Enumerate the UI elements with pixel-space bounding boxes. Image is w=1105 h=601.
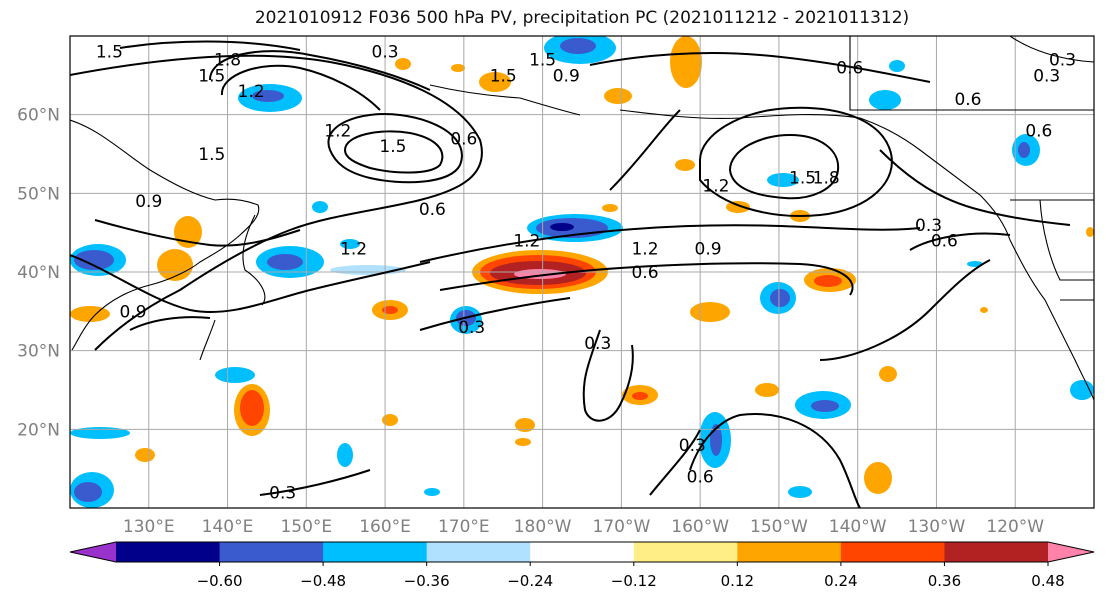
- contour-label: 0.6: [931, 232, 958, 252]
- colorbar-tick-label: −0.24: [507, 572, 553, 590]
- colorbar-segment: [116, 542, 221, 562]
- longitude-tick-labels: 130°E 140°E 150°E 160°E 170°E 180°W 170°W 160°W…: [123, 517, 1044, 537]
- colorbar-tick-label: 0.36: [928, 572, 961, 590]
- colorbar-extend-low: [70, 542, 116, 562]
- contour-label: 0.6: [1025, 121, 1052, 141]
- colorbar-tick-label: −0.36: [404, 572, 450, 590]
- contour-label: 0.9: [695, 239, 722, 259]
- colorbar-tick-label: 0.24: [824, 572, 857, 590]
- contour-label: 1.5: [198, 145, 225, 165]
- longitude-tick-label: 150°E: [280, 517, 332, 537]
- latitude-tick-label: 40°N: [17, 263, 60, 283]
- map-title: 2021010912 F036 500 hPa PV, precipitatio…: [254, 8, 910, 28]
- latitude-tick-labels: 60°N 50°N 40°N 30°N 20°N: [17, 106, 60, 441]
- longitude-tick-label: 180°W: [514, 517, 572, 537]
- colorbar-tick-label: 0.12: [721, 572, 754, 590]
- colorbar-tick-label: −0.12: [611, 572, 657, 590]
- colorbar-segment: [530, 542, 635, 562]
- latitude-tick-label: 20°N: [17, 420, 60, 440]
- colorbar-segment: [426, 542, 531, 562]
- longitude-tick-label: 120°W: [986, 517, 1044, 537]
- contour-label: 0.3: [372, 43, 399, 63]
- colorbar-segment: [737, 542, 842, 562]
- contour-label: 1.2: [513, 232, 540, 252]
- longitude-tick-label: 130°E: [123, 517, 175, 537]
- contour-label: 1.5: [789, 169, 816, 189]
- contour-label: 0.9: [553, 66, 580, 86]
- map-frame: [69, 35, 1095, 509]
- longitude-tick-label: 160°E: [359, 517, 411, 537]
- longitude-tick-label: 130°W: [908, 517, 966, 537]
- colorbar-outline: [69, 541, 1095, 563]
- contour-label: 1.5: [379, 137, 406, 157]
- colorbar-extend-high: [1048, 542, 1094, 562]
- longitude-tick-label: 170°E: [438, 517, 490, 537]
- contour-label: 0.3: [584, 334, 611, 354]
- contour-label: 0.6: [687, 468, 714, 488]
- map-gridlines: [70, 36, 1094, 508]
- latitude-tick-label: 60°N: [17, 106, 60, 126]
- contour-label: 1.5: [96, 43, 123, 63]
- contour-label: 1.5: [490, 66, 517, 86]
- colorbar-tick-label: −0.60: [197, 572, 243, 590]
- colorbar-segment: [219, 542, 324, 562]
- contour-labels: 1.5 1.81.51.20.3 1.51.5 0.91.21.5 0.61.50.6 0…: [96, 43, 1076, 504]
- contour-label: 0.3: [458, 318, 485, 338]
- contour-label: 0.6: [450, 129, 477, 149]
- colorbar-segment: [840, 542, 945, 562]
- colorbar-tick-label: 0.48: [1031, 572, 1064, 590]
- contour-label: 1.2: [631, 239, 658, 259]
- contour-label: 0.6: [419, 200, 446, 220]
- pv-contours: [70, 40, 1071, 508]
- longitude-tick-label: 160°W: [671, 517, 729, 537]
- contour-label: 1.8: [214, 51, 241, 71]
- longitude-tick-label: 140°W: [829, 517, 887, 537]
- contour-label: 1.5: [529, 51, 556, 71]
- coastlines: [70, 36, 1094, 401]
- contour-label: 0.3: [1033, 66, 1060, 86]
- contour-label: 1.2: [238, 82, 265, 102]
- contour-label: 0.6: [631, 263, 658, 283]
- contour-label: 0.3: [915, 216, 942, 236]
- contour-label: 1.2: [340, 239, 367, 259]
- contour-label: 1.2: [702, 176, 729, 196]
- contour-label: 0.3: [679, 436, 706, 456]
- latitude-tick-label: 50°N: [17, 184, 60, 204]
- longitude-tick-label: 140°E: [202, 517, 254, 537]
- contour-label: 1.2: [324, 121, 351, 141]
- contour-label: 0.6: [836, 58, 863, 78]
- colorbar-segment: [944, 542, 1049, 562]
- contour-label: 0.3: [269, 483, 296, 503]
- colorbar-segment: [323, 542, 428, 562]
- latitude-tick-label: 30°N: [17, 342, 60, 362]
- contour-label: 0.9: [135, 192, 162, 212]
- longitude-tick-label: 170°W: [593, 517, 651, 537]
- contour-label: 1.8: [813, 169, 840, 189]
- colorbar: −0.60 −0.48 −0.36 −0.24 −0.12 0.12 0.24 0.36 0.4…: [69, 541, 1095, 590]
- contour-label: 0.9: [119, 302, 146, 322]
- colorbar-segment: [633, 542, 738, 562]
- longitude-tick-label: 150°W: [750, 517, 808, 537]
- contour-label: 0.6: [954, 90, 981, 110]
- precipitation-shading: [70, 36, 1094, 508]
- colorbar-tick-label: −0.48: [300, 572, 346, 590]
- contour-label: 0.3: [1049, 51, 1076, 71]
- contour-label: 1.5: [198, 66, 225, 86]
